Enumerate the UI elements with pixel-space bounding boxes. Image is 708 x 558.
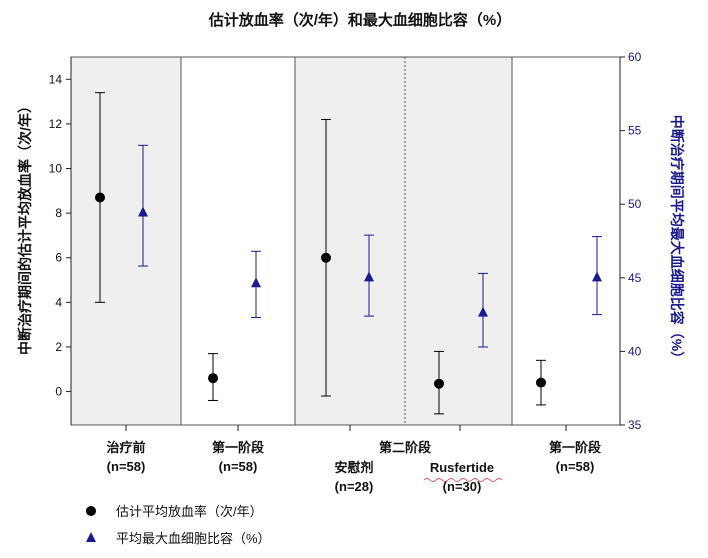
- spellcheck-underline: [423, 478, 503, 482]
- y-tick-label-right: 45: [628, 271, 642, 285]
- y-axis-left-label: 中断治疗期间的估计平均放血率（次/年）: [17, 99, 33, 355]
- y-tick-label-left: 6: [55, 251, 62, 265]
- y-tick-label-right: 35: [628, 418, 642, 432]
- plot-background: [70, 56, 621, 426]
- category-labels: 治疗前 (n=58) 第一阶段 (n=58) 安慰剂 (n=28) Rusfertide (n…: [106, 440, 601, 494]
- y-tick-label-right: 60: [628, 50, 642, 64]
- data-point-circle: [434, 378, 444, 389]
- category-label: Rusfertide: [430, 460, 494, 475]
- data-point-circle: [321, 252, 331, 263]
- category-label: 安慰剂: [334, 460, 373, 475]
- group-panel: [512, 57, 620, 425]
- category-n-label: (n=58): [556, 459, 595, 474]
- category-label: 第一阶段: [212, 440, 264, 455]
- data-point-triangle: [364, 271, 374, 282]
- y-tick-label-left: 12: [49, 117, 63, 131]
- y-tick-label-right: 55: [628, 124, 642, 138]
- y-axis-right-label: 中断治疗期间平均最大血细胞比容（%）: [669, 115, 685, 365]
- data-point-circle: [95, 192, 105, 203]
- category-label: 第一阶段: [549, 440, 601, 455]
- data-point-circle: [208, 373, 218, 384]
- y-tick-label-left: 2: [55, 340, 62, 354]
- category-label: 治疗前: [106, 440, 145, 455]
- data-point-triangle: [478, 306, 488, 317]
- legend-label-hematocrit: 平均最大血细胞比容（%）: [116, 531, 271, 546]
- group-panel: [181, 57, 295, 425]
- phase2-label: 第二阶段: [379, 440, 431, 455]
- data-point-triangle: [251, 277, 261, 288]
- data-point-triangle: [138, 206, 148, 217]
- axes: 0 2 4 6 8 10 12 14 35 40 45 50 55 60: [49, 50, 642, 432]
- category-n-label: (n=58): [219, 459, 258, 474]
- category-n-label: (n=30): [443, 479, 482, 494]
- legend-label-bleed-rate: 估计平均放血率（次/年）: [116, 504, 263, 519]
- y-tick-label-left: 4: [55, 295, 62, 309]
- data-point-triangle: [592, 271, 602, 282]
- y-tick-label-left: 14: [49, 72, 63, 86]
- y-tick-label-right: 40: [628, 344, 642, 358]
- legend: 估计平均放血率（次/年） 平均最大血细胞比容（%）: [86, 504, 271, 546]
- group-panel: [71, 57, 181, 425]
- y-tick-label-left: 0: [55, 385, 62, 399]
- category-n-label: (n=58): [107, 459, 146, 474]
- data-point-circle: [536, 377, 546, 388]
- chart-title: 估计放血率（次/年）和最大血细胞比容（%）: [208, 11, 512, 29]
- y-tick-label-left: 10: [49, 162, 63, 176]
- y-tick-label-right: 50: [628, 197, 642, 211]
- legend-marker-circle: [86, 506, 96, 516]
- data-marks: [95, 92, 602, 415]
- y-tick-label-left: 8: [55, 206, 62, 220]
- group-panel: [405, 57, 512, 425]
- legend-marker-triangle: [86, 532, 96, 542]
- group-panel: [295, 57, 405, 425]
- category-n-label: (n=28): [335, 479, 374, 494]
